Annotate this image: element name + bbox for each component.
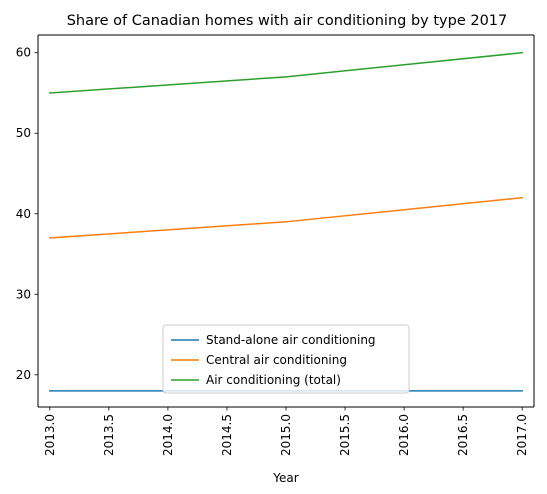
x-tick-label: 2016.5 — [456, 414, 470, 456]
x-tick-label: 2015.0 — [279, 414, 293, 456]
y-tick-label: 60 — [16, 46, 31, 60]
chart-title: Share of Canadian homes with air conditi… — [67, 13, 508, 29]
legend-label: Stand-alone air conditioning — [206, 333, 376, 347]
x-tick-label: 2013.5 — [102, 414, 116, 456]
x-tick-label: 2015.5 — [338, 414, 352, 456]
x-axis-ticks: 2013.0 2013.5 2014.0 2014.5 2015.0 2015.5 2016… — [43, 407, 529, 456]
x-tick-label: 2016.0 — [397, 414, 411, 456]
y-tick-label: 30 — [16, 287, 31, 301]
legend-label: Central air conditioning — [206, 353, 347, 367]
y-axis-ticks: 20 30 40 50 60 — [16, 46, 38, 382]
x-axis-label: Year — [272, 471, 298, 485]
series-line-3 — [49, 51, 524, 94]
legend-label: Air conditioning (total) — [206, 373, 341, 387]
y-tick-label: 40 — [16, 207, 31, 221]
legend: Stand-alone air conditioning Central air … — [162, 324, 410, 394]
x-tick-label: 2013.0 — [43, 414, 57, 456]
y-tick-label: 50 — [16, 126, 31, 140]
x-tick-label: 2014.0 — [161, 414, 175, 456]
x-tick-label: 2014.5 — [220, 414, 234, 456]
legend-box — [162, 324, 410, 394]
y-tick-label: 20 — [16, 368, 31, 382]
x-tick-label: 2017.0 — [515, 414, 529, 456]
series-line-2 — [49, 196, 524, 239]
